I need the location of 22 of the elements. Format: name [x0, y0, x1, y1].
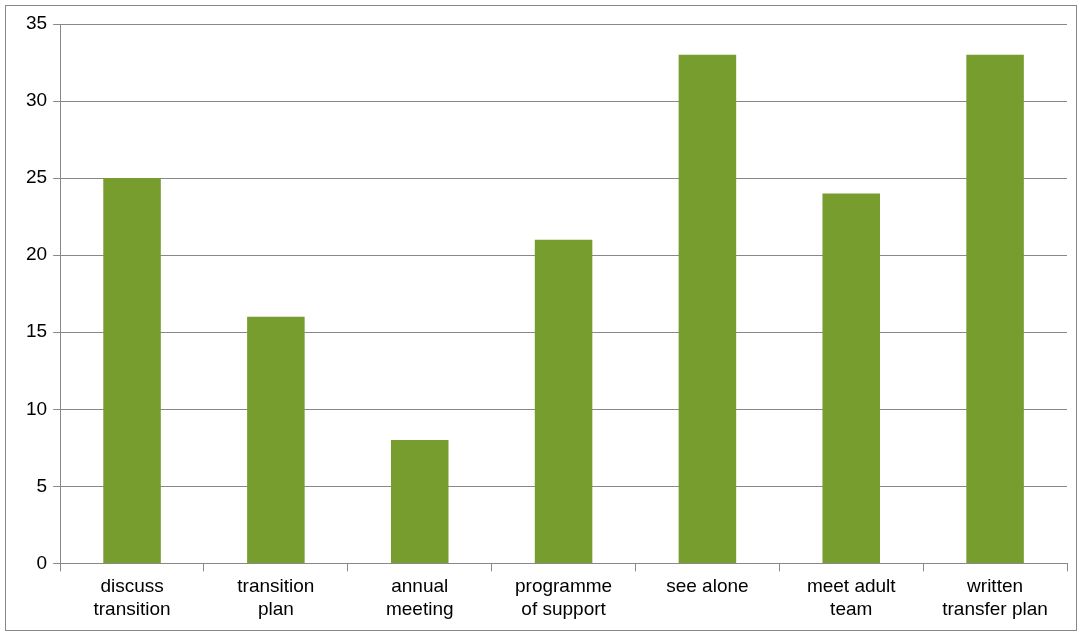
- x-tick-label: transition plan: [237, 575, 315, 619]
- y-tick-label: 30: [25, 89, 48, 111]
- bar: [247, 316, 305, 563]
- y-tick-label: 10: [25, 397, 48, 419]
- y-tick-label: 25: [25, 166, 48, 188]
- bar: [390, 440, 449, 563]
- bar: [678, 54, 737, 563]
- x-tick-label: annual meeting: [385, 575, 454, 619]
- x-tick-label: see alone: [666, 575, 749, 597]
- bar: [822, 193, 881, 563]
- bar: [534, 239, 593, 563]
- x-tick-label: meet adult team: [806, 575, 897, 619]
- bar: [103, 178, 161, 563]
- y-tick-label: 20: [25, 243, 48, 265]
- x-tick-label: written transfer plan: [942, 575, 1048, 619]
- x-tick-label: programme of support: [514, 575, 613, 619]
- y-tick-label: 15: [25, 320, 48, 342]
- x-tick-label: discuss transition: [93, 575, 171, 619]
- bar: [966, 54, 1024, 563]
- y-tick-label: 0: [36, 551, 48, 573]
- y-tick-label: 5: [36, 474, 48, 496]
- y-tick-label: 35: [25, 12, 48, 34]
